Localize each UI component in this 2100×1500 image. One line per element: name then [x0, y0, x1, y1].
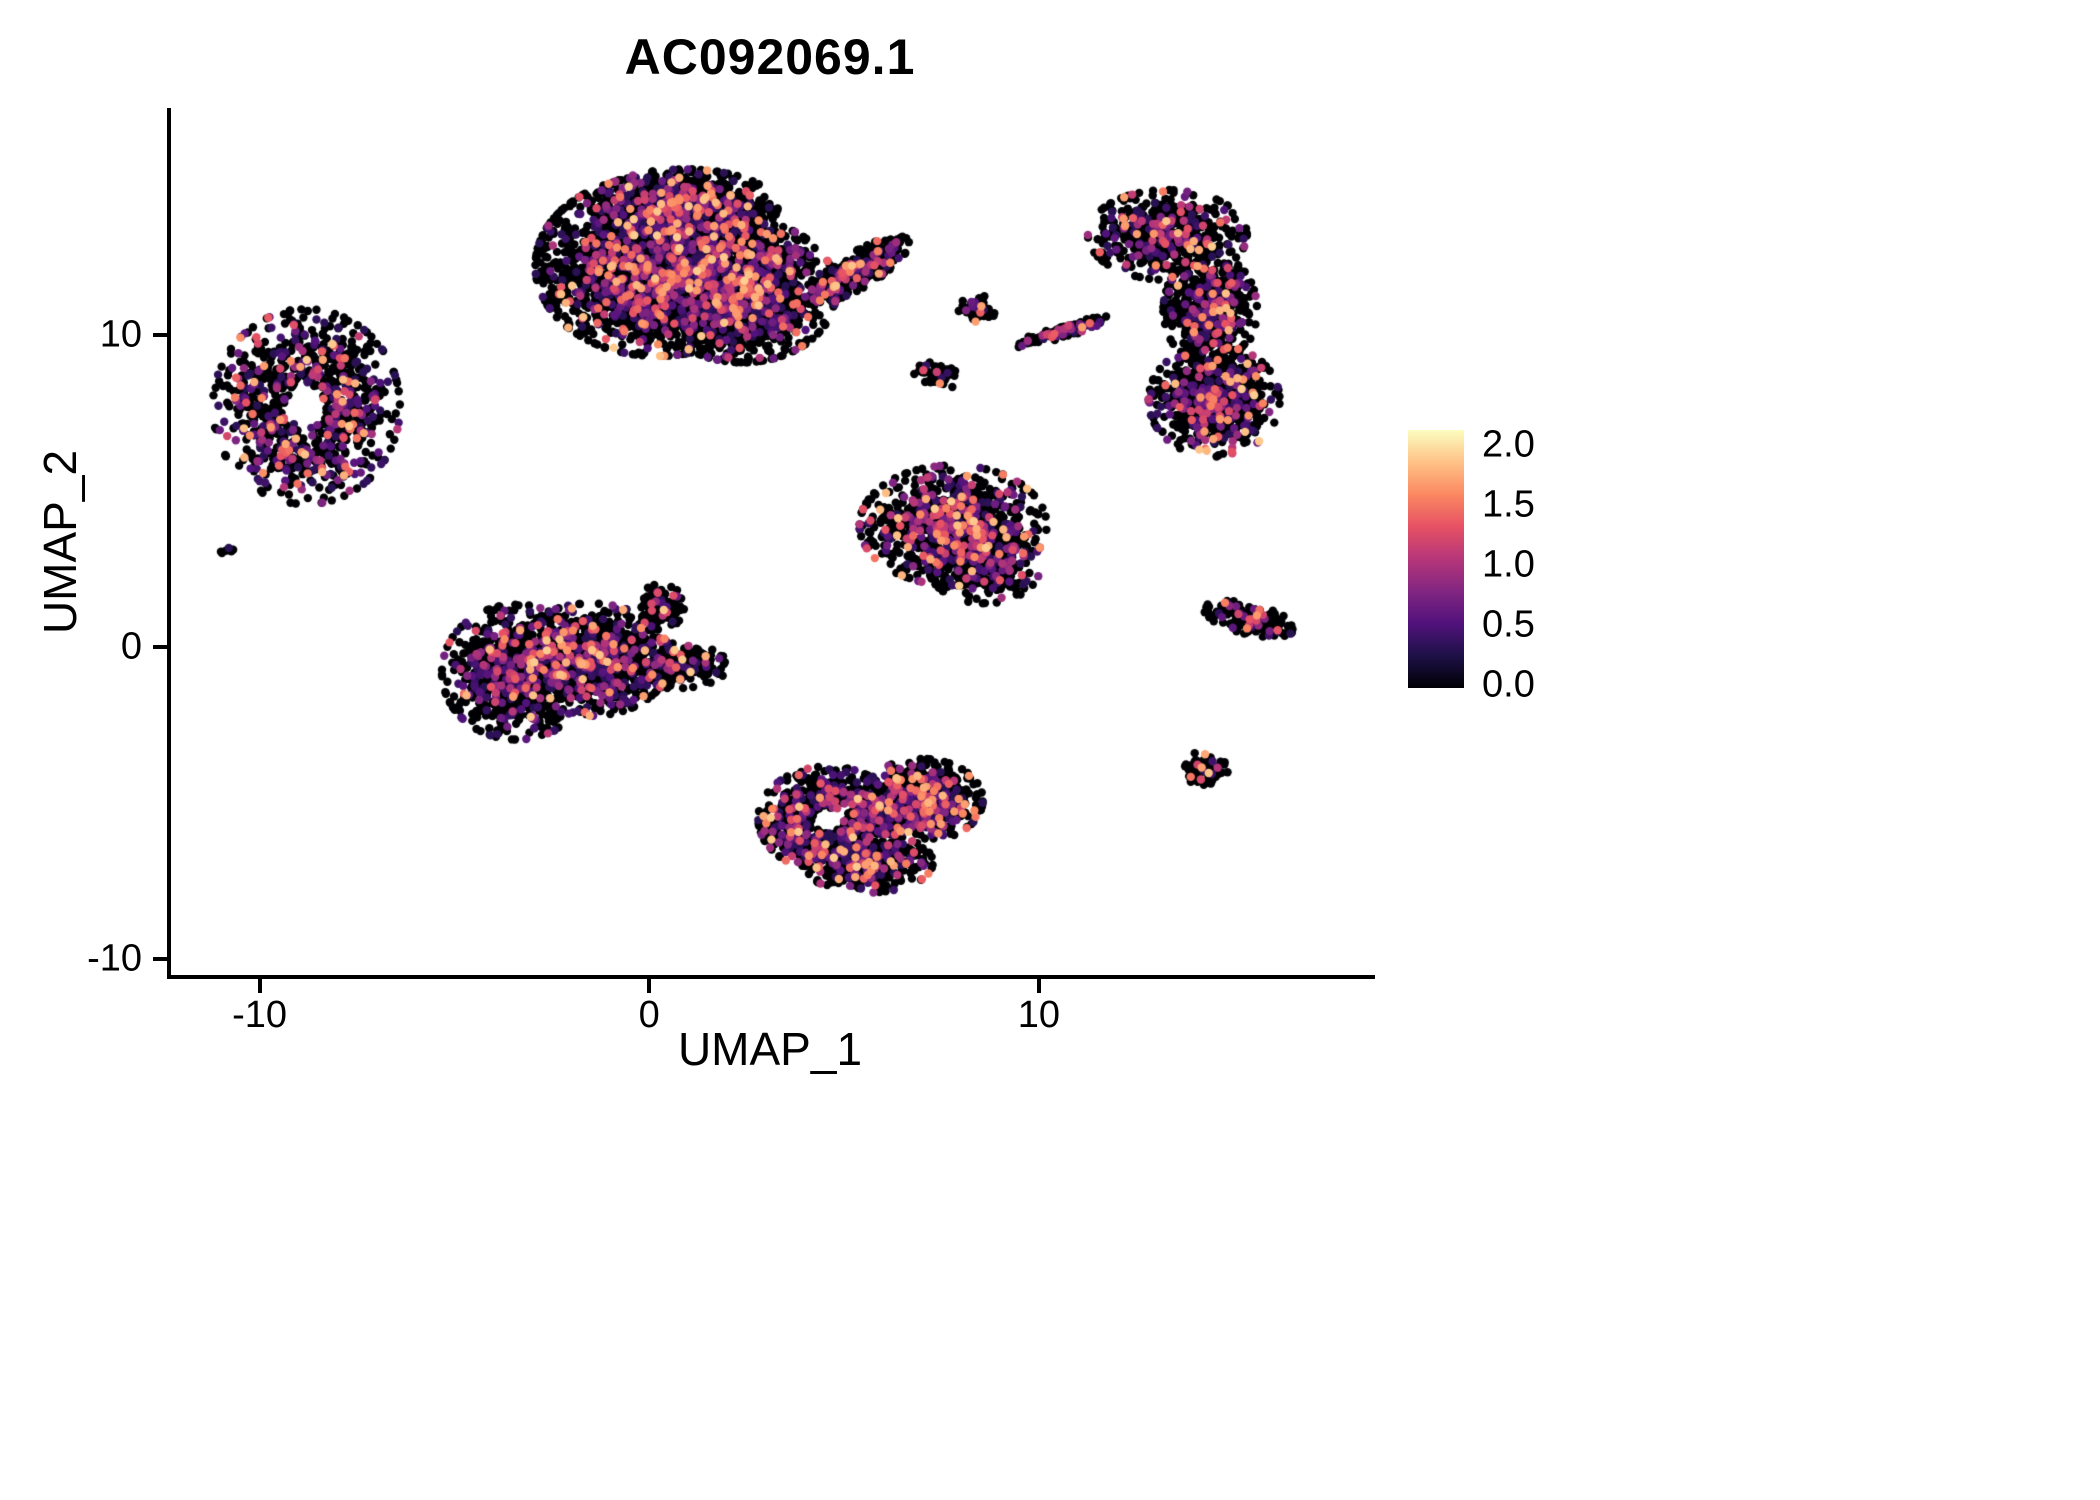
x-axis-label: UMAP_1 — [677, 1023, 863, 1075]
x-axis-line — [167, 975, 1375, 979]
x-tick-mark — [1036, 979, 1041, 993]
colorbar-tick-label: 1.5 — [1482, 483, 1535, 526]
colorbar-tick-label: 0.0 — [1482, 663, 1535, 706]
x-tick-label: 10 — [1017, 994, 1060, 1036]
y-tick-mark — [153, 957, 167, 962]
chart-title: AC092069.1 — [624, 29, 916, 85]
y-tick-label: 10 — [99, 313, 142, 356]
colorbar-tick-label: 2.0 — [1482, 423, 1535, 466]
x-tick-mark — [257, 979, 262, 993]
y-axis-line — [167, 108, 171, 979]
colorbar-tick-label: 1.0 — [1482, 543, 1535, 586]
x-tick-label: 0 — [638, 994, 660, 1036]
y-axis-label: UMAP_2 — [34, 449, 86, 635]
y-tick-label: -10 — [87, 937, 142, 980]
x-tick-mark — [647, 979, 652, 993]
y-tick-mark — [153, 645, 167, 650]
colorbar-gradient — [1408, 430, 1464, 688]
colorbar-tick-label: 0.5 — [1482, 603, 1535, 646]
x-tick-label: -10 — [232, 994, 288, 1036]
y-tick-mark — [153, 332, 167, 337]
y-tick-label: 0 — [120, 625, 142, 668]
